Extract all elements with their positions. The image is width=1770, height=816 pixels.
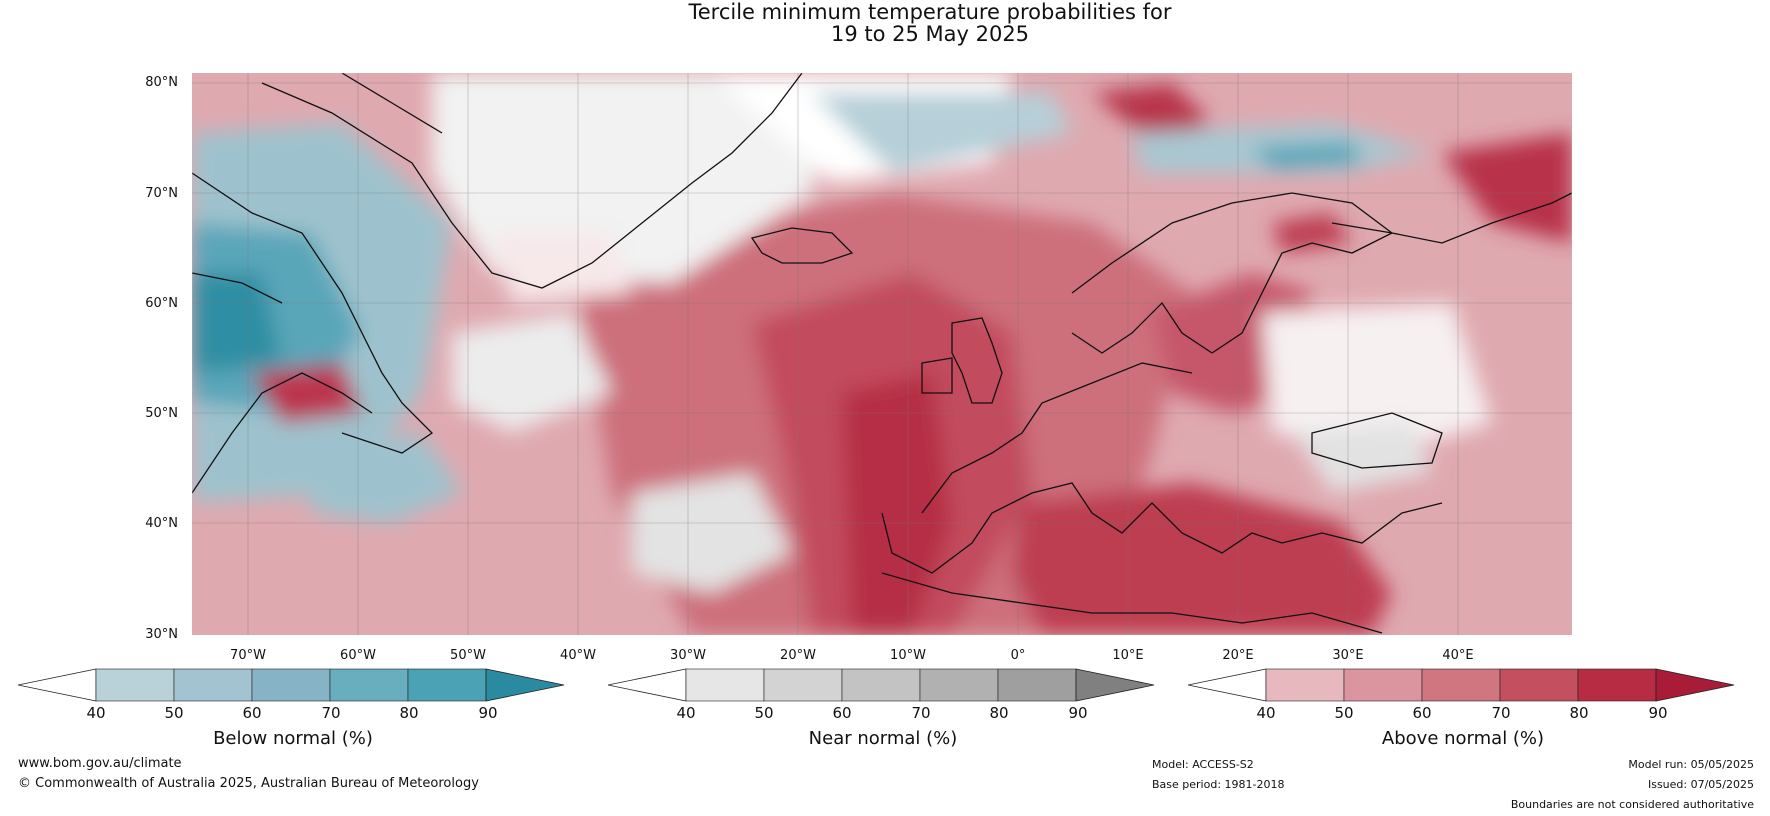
above-normal-label: Above normal (%) xyxy=(1381,728,1545,749)
lon-label-30w: 30°W xyxy=(670,648,706,663)
lon-label-20e: 20°E xyxy=(1222,648,1254,663)
near-tick-90: 90 xyxy=(1068,704,1088,722)
colorbar-high-extend xyxy=(1075,668,1155,702)
below-tick-80: 80 xyxy=(399,704,419,722)
model-run-text: Model run: 05/05/2025 xyxy=(1628,758,1754,771)
colorbar-segment xyxy=(251,668,331,702)
above-tick-40: 40 xyxy=(1256,704,1276,722)
lon-label-10e: 10°E xyxy=(1112,648,1144,663)
near-normal-colorbar xyxy=(608,668,1155,702)
above-tick-50: 50 xyxy=(1334,704,1354,722)
issued-text: Issued: 07/05/2025 xyxy=(1647,778,1754,791)
above-tick-60: 60 xyxy=(1412,704,1432,722)
colorbar-segment xyxy=(1265,668,1345,702)
below-normal-label: Below normal (%) xyxy=(213,728,373,749)
near-tick-70: 70 xyxy=(911,704,931,722)
lat-label-80n: 80°N xyxy=(145,75,178,90)
lon-label-40e: 40°E xyxy=(1442,648,1474,663)
colorbar-high-extend xyxy=(1655,668,1735,702)
lat-label-40n: 40°N xyxy=(145,516,178,531)
colorbar-segment xyxy=(841,668,921,702)
lat-label-30n: 30°N xyxy=(145,627,178,642)
title-line-1: Tercile minimum temperature probabilitie… xyxy=(688,0,1172,24)
copyright-text: © Commonwealth of Australia 2025, Austra… xyxy=(18,776,479,791)
near-tick-80: 80 xyxy=(989,704,1009,722)
lon-label-50w: 50°W xyxy=(450,648,486,663)
colorbar-segment xyxy=(685,668,765,702)
below-normal-colorbar xyxy=(18,668,565,702)
colorbar-segment xyxy=(329,668,409,702)
website-text: www.bom.gov.au/climate xyxy=(18,756,182,771)
lon-label-20w: 20°W xyxy=(780,648,816,663)
colorbar-high-extend xyxy=(485,668,565,702)
lon-label-0: 0° xyxy=(1010,648,1026,663)
near-tick-50: 50 xyxy=(754,704,774,722)
below-tick-90: 90 xyxy=(478,704,498,722)
colorbar-segment xyxy=(1499,668,1579,702)
lat-label-70n: 70°N xyxy=(145,186,178,201)
colorbar-segment xyxy=(919,668,999,702)
lat-label-50n: 50°N xyxy=(145,406,178,421)
near-tick-40: 40 xyxy=(676,704,696,722)
above-tick-80: 80 xyxy=(1569,704,1589,722)
lon-label-60w: 60°W xyxy=(340,648,376,663)
below-tick-60: 60 xyxy=(242,704,262,722)
colorbar-segment xyxy=(997,668,1077,702)
model-text: Model: ACCESS-S2 xyxy=(1152,758,1254,771)
colorbar-low-extend xyxy=(608,668,687,702)
colorbar-segment xyxy=(173,668,253,702)
below-tick-40: 40 xyxy=(86,704,106,722)
lon-label-70w: 70°W xyxy=(230,648,266,663)
above-tick-90: 90 xyxy=(1648,704,1668,722)
below-tick-50: 50 xyxy=(164,704,184,722)
colorbar-segment xyxy=(1421,668,1501,702)
colorbar-segment xyxy=(1577,668,1657,702)
below-tick-70: 70 xyxy=(321,704,341,722)
above-normal-colorbar xyxy=(1188,668,1735,702)
lon-label-30e: 30°E xyxy=(1332,648,1364,663)
near-normal-label: Near normal (%) xyxy=(808,728,958,749)
above-tick-70: 70 xyxy=(1491,704,1511,722)
colorbar-low-extend xyxy=(18,668,97,702)
near-tick-60: 60 xyxy=(832,704,852,722)
disclaimer-text: Boundaries are not considered authoritat… xyxy=(1510,798,1754,811)
colorbar-segment xyxy=(763,668,843,702)
lon-label-10w: 10°W xyxy=(890,648,926,663)
base-period-text: Base period: 1981-2018 xyxy=(1152,778,1285,791)
colorbar-low-extend xyxy=(1188,668,1267,702)
colorbar-segment xyxy=(407,668,487,702)
colorbar-segment xyxy=(1343,668,1423,702)
forecast-map xyxy=(192,73,1572,635)
title-line-2: 19 to 25 May 2025 xyxy=(830,22,1030,46)
lon-label-40w: 40°W xyxy=(560,648,596,663)
colorbar-segment xyxy=(95,668,175,702)
lat-label-60n: 60°N xyxy=(145,296,178,311)
